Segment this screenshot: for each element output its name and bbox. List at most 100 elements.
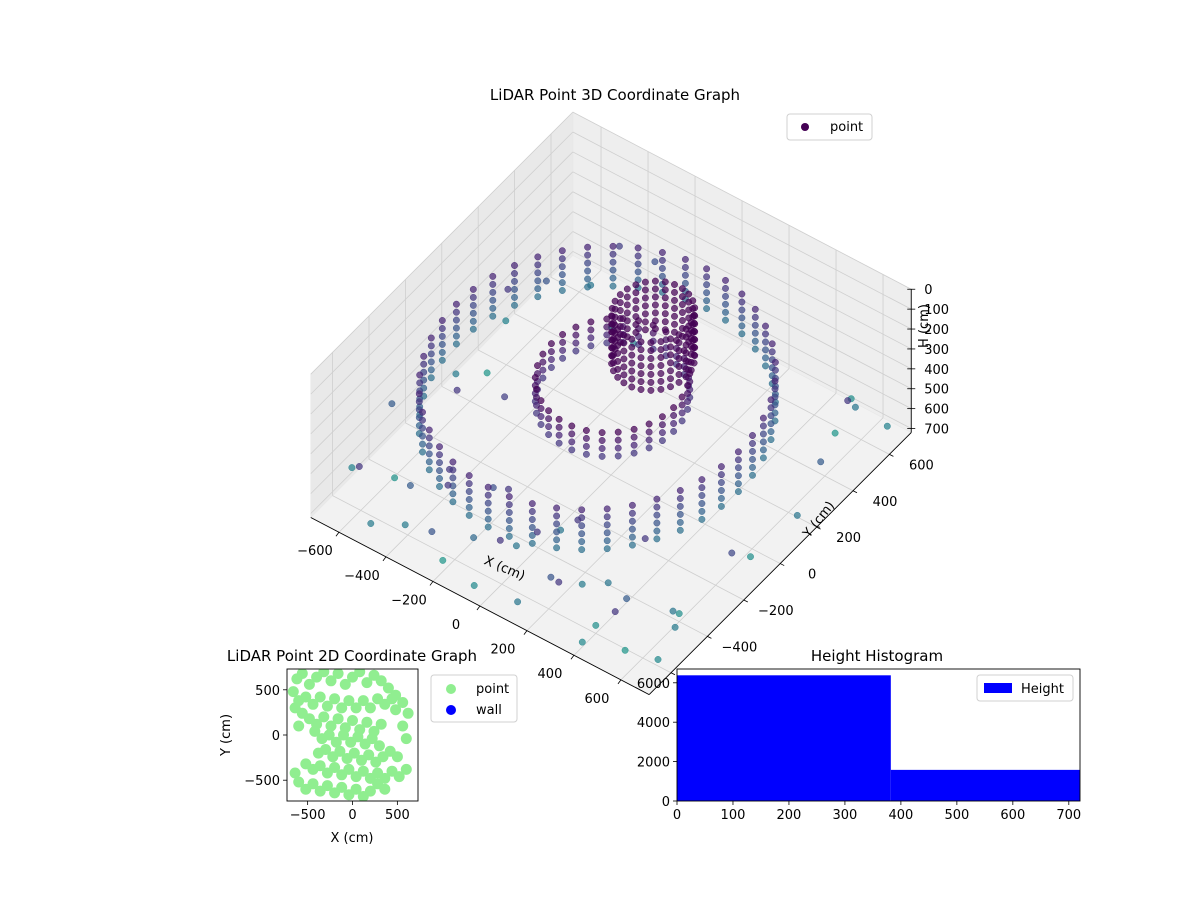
- point-3d: [632, 297, 640, 305]
- point-3d: [615, 242, 623, 250]
- point-3d: [559, 346, 567, 354]
- point-3d: [634, 244, 642, 252]
- point-3d: [436, 459, 443, 467]
- point-3d: [628, 509, 636, 517]
- chart-3d-axes: −600−400−2000200400600−600−400−200020040…: [297, 283, 949, 707]
- point-3d: [436, 443, 443, 451]
- chart-histogram-ticks: 0 100 200 300 400 500 600 700 0 2000 4000 6000: [637, 677, 1081, 823]
- point-3d: [598, 445, 606, 452]
- point-2d: [314, 691, 326, 703]
- point-3d: [584, 259, 592, 267]
- y-tick-label: −400: [722, 640, 758, 655]
- point-3d: [749, 440, 756, 447]
- point-3d: [671, 281, 678, 288]
- point-3d: [555, 415, 563, 423]
- point-2d: [350, 783, 362, 795]
- point-3d: [438, 332, 446, 340]
- point-3d: [641, 294, 649, 302]
- y-tick-label: 600: [909, 458, 934, 473]
- z-tick-label: 400: [924, 363, 949, 378]
- point-3d: [651, 293, 659, 301]
- y-tick: [743, 599, 748, 603]
- point-3d: [657, 370, 665, 377]
- chart-2d-points: [287, 669, 414, 801]
- point-3d: [484, 499, 492, 507]
- point-3d: [511, 277, 518, 285]
- point-3d: [545, 423, 553, 431]
- point-3d: [767, 436, 775, 444]
- point-3d: [419, 432, 426, 440]
- point-3d: [647, 339, 655, 347]
- chart-2d-xlabel: X (cm): [331, 831, 374, 846]
- point-3d: [355, 463, 363, 470]
- point-2d: [296, 669, 308, 679]
- x-tick-label: −200: [391, 593, 427, 608]
- point-3d: [651, 301, 659, 309]
- point-3d: [749, 455, 756, 463]
- point-3d: [675, 378, 683, 386]
- x-tick-label: 600: [585, 692, 610, 707]
- point-2d: [321, 700, 333, 712]
- point-2d: [343, 763, 355, 775]
- point-3d: [628, 501, 636, 509]
- point-3d: [388, 400, 396, 408]
- y-tick-label: −200: [758, 604, 794, 619]
- point-3d: [438, 348, 446, 356]
- x-tick-label: 300: [833, 808, 858, 823]
- point-3d: [489, 312, 497, 320]
- x-tick-label: 0: [452, 618, 460, 633]
- point-3d: [489, 280, 497, 288]
- point-3d: [641, 310, 649, 318]
- point-3d: [641, 278, 649, 286]
- grid-line: [332, 495, 672, 674]
- point-3d: [698, 500, 706, 507]
- point-3d: [534, 293, 542, 301]
- point-3d: [603, 505, 611, 513]
- chart-3d-legend: point: [786, 113, 873, 141]
- point-2d: [364, 785, 376, 797]
- point-3d: [436, 483, 443, 490]
- y-tick: [816, 526, 821, 530]
- z-tick-label: 0: [924, 283, 932, 298]
- point-3d: [698, 484, 706, 492]
- point-3d: [661, 286, 669, 294]
- point-3d: [637, 378, 645, 386]
- point-3d: [669, 607, 677, 615]
- point-3d: [578, 638, 586, 646]
- point-3d: [681, 279, 689, 287]
- point-3d: [545, 407, 553, 415]
- point-3d: [771, 358, 779, 366]
- point-2d: [361, 677, 373, 689]
- point-2d: [325, 675, 337, 687]
- point-3d: [558, 247, 566, 255]
- point-2d: [320, 744, 332, 755]
- point-3d: [630, 433, 638, 441]
- z-tick-label: 200: [924, 323, 949, 338]
- point-3d: [545, 431, 553, 439]
- point-3d: [542, 277, 550, 285]
- point-2d: [364, 702, 376, 714]
- point-3d: [528, 516, 536, 523]
- point-3d: [609, 282, 617, 290]
- point-3d: [528, 500, 536, 508]
- point-3d: [469, 317, 477, 325]
- point-3d: [558, 271, 566, 279]
- point-3d: [883, 422, 891, 430]
- point-2d: [347, 715, 358, 726]
- point-3d: [449, 474, 457, 482]
- point-3d: [502, 317, 510, 325]
- point-3d: [489, 272, 497, 280]
- point-3d: [534, 253, 542, 261]
- point-3d: [614, 334, 622, 341]
- point-3d: [452, 370, 460, 378]
- point-3d: [603, 521, 611, 529]
- point-3d: [628, 541, 636, 549]
- point-3d: [651, 309, 659, 317]
- point-3d: [505, 532, 513, 540]
- point-3d: [511, 262, 518, 269]
- y-tick-label: 0: [662, 795, 670, 810]
- point-3d: [678, 417, 686, 425]
- point-3d: [658, 429, 666, 437]
- point-3d: [568, 430, 576, 438]
